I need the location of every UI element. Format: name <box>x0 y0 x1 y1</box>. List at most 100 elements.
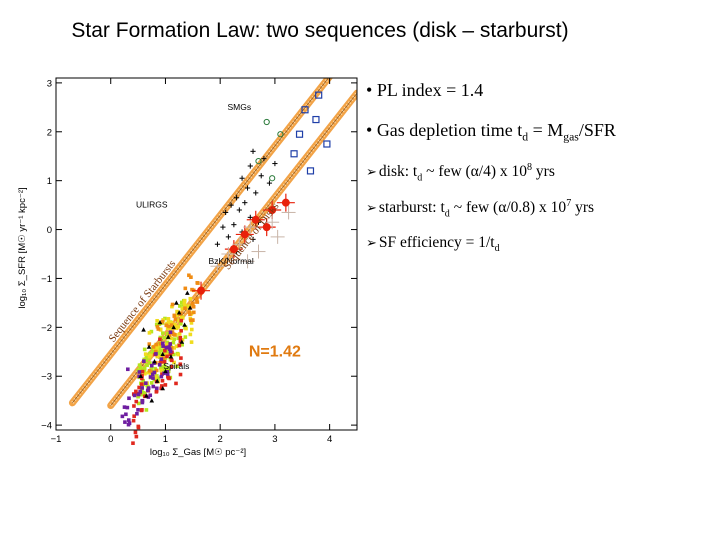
point-spirals <box>157 319 163 325</box>
spirals-lime-pixel <box>176 336 181 341</box>
spirals-yellow-pixel <box>182 298 187 303</box>
spirals-purple-pixel <box>168 330 173 335</box>
x-tick-label: 4 <box>327 434 332 445</box>
point-spirals <box>152 359 157 364</box>
spirals-lime-pixel <box>144 358 149 362</box>
sequence-band-1 <box>68 78 333 407</box>
bullet-pl-index: • PL index = 1.4 <box>366 80 484 100</box>
spirals-orange-pixel <box>158 341 163 346</box>
spirals-yellow-pixel <box>189 321 194 325</box>
spirals-red-pixel <box>178 339 183 344</box>
spirals-red-pixel <box>174 381 178 386</box>
spirals-yellow-pixel <box>175 309 179 314</box>
spirals-yellow-pixel <box>180 338 185 342</box>
spirals-red-pixel <box>134 434 139 439</box>
spirals-yellow-pixel <box>183 303 187 308</box>
spirals-red-pixel <box>169 364 174 369</box>
spirals-red-pixel <box>170 358 174 363</box>
spirals-orange-pixel <box>147 342 152 346</box>
spirals-lime-pixel <box>165 340 170 345</box>
x-tick-label: 0 <box>108 434 113 445</box>
spirals-yellow-pixel <box>165 321 169 326</box>
spirals-red-pixel <box>140 382 144 386</box>
spirals-lime-pixel <box>142 366 147 371</box>
annotation-ulirgs: ULIRGS <box>136 200 168 210</box>
spirals-purple-pixel <box>120 414 125 419</box>
spirals-yellow-pixel <box>169 336 174 341</box>
spirals-red-pixel <box>165 354 169 359</box>
spirals-red-pixel <box>132 404 136 408</box>
point-spirals <box>160 385 166 391</box>
spirals-orange-pixel <box>151 345 156 349</box>
point-ulirgs <box>258 173 264 179</box>
spirals-lime-pixel <box>166 366 170 371</box>
marker <box>197 286 206 295</box>
spirals-purple-pixel <box>122 405 127 409</box>
spirals-orange-pixel <box>156 327 161 331</box>
spirals-red-pixel <box>140 369 145 374</box>
spirals-purple-pixel <box>137 374 141 379</box>
point-ulirgs <box>228 202 234 208</box>
spirals-purple-pixel <box>148 375 153 379</box>
spirals-orange-pixel <box>153 349 158 354</box>
spirals-orange-pixel <box>188 312 192 317</box>
spirals-red-pixel <box>178 335 183 340</box>
point-ulirgs <box>236 207 242 213</box>
spirals-purple-pixel <box>165 370 170 374</box>
spirals-purple-pixel <box>151 376 155 380</box>
point-ulirgs <box>214 241 221 247</box>
annotation-n-1-42: N=1.42 <box>249 344 301 361</box>
point-spirals <box>176 310 182 315</box>
marker <box>251 215 260 224</box>
point-spirals <box>165 334 171 339</box>
spirals-orange-pixel <box>173 317 178 322</box>
spirals-yellow-pixel <box>176 325 181 329</box>
spirals-lime-pixel <box>179 321 183 326</box>
spirals-yellow-pixel <box>175 313 179 318</box>
spirals-red-pixel <box>134 391 139 396</box>
spirals-yellow-pixel <box>189 327 194 332</box>
spirals-orange-pixel <box>189 318 193 323</box>
y-tick-label: 2 <box>47 127 52 138</box>
plot-frame <box>55 77 358 431</box>
point-spirals <box>141 327 146 332</box>
spirals-purple-pixel <box>124 412 128 417</box>
spirals-purple-pixel <box>140 398 145 403</box>
spirals-red-pixel <box>131 418 136 423</box>
spirals-lime-pixel <box>165 349 169 354</box>
spirals-yellow-pixel <box>165 326 170 331</box>
spirals-purple-pixel <box>159 357 164 361</box>
spirals-purple-pixel <box>140 400 145 405</box>
spirals-purple-pixel <box>137 370 142 374</box>
spirals-red-pixel <box>160 372 164 377</box>
spirals-purple-pixel <box>136 408 140 412</box>
point-ulirgs <box>272 160 278 167</box>
spirals-yellow-pixel <box>166 317 171 321</box>
data-points <box>120 91 331 445</box>
point-ulirgs <box>234 195 240 201</box>
y-axis-label: log₁₀ Σ_SFR [M☉ yr⁻¹ kpc⁻²] <box>17 187 28 308</box>
spirals-lime-pixel <box>139 392 144 397</box>
spirals-lime-pixel <box>137 363 142 367</box>
spirals-lime-pixel <box>179 300 184 305</box>
spirals-purple-pixel <box>151 384 156 389</box>
spirals-yellow-pixel <box>176 352 181 357</box>
spirals-yellow-pixel <box>164 342 169 347</box>
bullet-depletion-time: • Gas depletion time td = Mgas/SFR <box>366 120 616 144</box>
y-tick-label: −1 <box>41 274 52 285</box>
point-ulirgs <box>220 224 226 230</box>
spirals-yellow-pixel <box>147 331 152 335</box>
spirals-red-pixel <box>137 385 141 390</box>
spirals-red-pixel <box>140 376 144 381</box>
spirals-yellow-pixel <box>143 352 148 356</box>
sub-bullet-sf-efficiency: ➢ SF efficiency = 1/td <box>366 234 500 255</box>
spirals-yellow-pixel <box>189 340 194 344</box>
spirals-purple-pixel <box>126 418 131 422</box>
point-spirals <box>174 300 179 305</box>
tick-labels: −1 0 1 2 3 4 −4 −3 −2 −1 0 1 2 3 <box>41 78 332 445</box>
spirals-purple-pixel <box>154 386 159 391</box>
spirals-orange-pixel <box>160 319 165 324</box>
spirals-lime-pixel <box>162 364 167 368</box>
spirals-lime-pixel <box>162 335 167 340</box>
spirals-purple-pixel <box>162 371 166 376</box>
